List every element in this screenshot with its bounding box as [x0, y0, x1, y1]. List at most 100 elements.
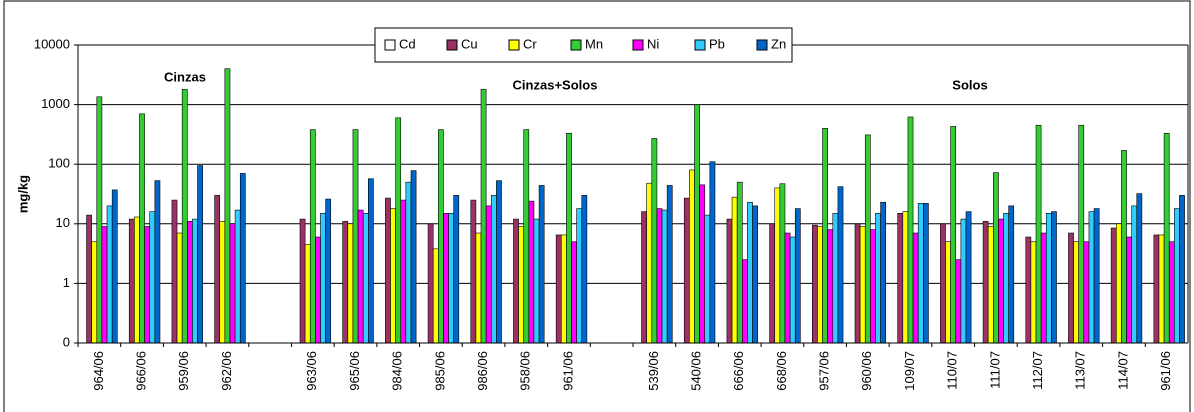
- bar: [897, 213, 904, 344]
- bar: [689, 169, 695, 344]
- bar: [646, 182, 653, 344]
- y-tick-label: 1: [63, 275, 70, 290]
- legend-box: [374, 27, 793, 63]
- bar: [731, 196, 738, 344]
- bar: [171, 199, 178, 344]
- bar: [1131, 205, 1138, 344]
- bar: [555, 234, 562, 344]
- x-tick-label: 962/06: [219, 351, 234, 391]
- bar: [395, 117, 402, 344]
- bar: [752, 205, 758, 344]
- x-tick-label: 986/06: [475, 351, 490, 391]
- x-tick-label: 109/07: [902, 351, 917, 391]
- x-tick-label: 961/06: [560, 351, 575, 391]
- bar: [832, 213, 839, 344]
- bar: [342, 221, 349, 344]
- bar: [1008, 205, 1015, 344]
- bar: [186, 221, 193, 344]
- bar: [789, 236, 796, 344]
- bar: [641, 211, 647, 344]
- bar: [309, 129, 316, 344]
- bar: [448, 213, 454, 344]
- bar: [987, 226, 994, 344]
- y-tick-label: 10: [56, 215, 70, 230]
- bar: [234, 209, 241, 344]
- legend-swatch: [632, 39, 644, 51]
- bar: [736, 181, 743, 344]
- bar: [656, 208, 663, 344]
- x-tick-label: 963/06: [304, 351, 319, 391]
- bar: [576, 208, 583, 344]
- x-tick-label: 966/06: [133, 351, 148, 391]
- bar: [480, 89, 487, 344]
- bar: [176, 232, 183, 344]
- bar: [1136, 193, 1143, 344]
- bar: [784, 232, 791, 344]
- bar: [315, 236, 321, 344]
- x-tick-label: 960/06: [859, 351, 874, 391]
- bar: [144, 226, 151, 344]
- bar: [523, 129, 530, 344]
- x-tick-label: 113/07: [1073, 351, 1088, 390]
- bar: [1045, 213, 1052, 344]
- bar: [1003, 213, 1009, 344]
- bar: [1051, 211, 1057, 344]
- bar: [239, 173, 246, 344]
- bar: [485, 205, 492, 344]
- bar: [837, 186, 844, 344]
- bar: [875, 213, 881, 344]
- bar: [1083, 241, 1090, 344]
- x-tick-label: 965/06: [347, 351, 362, 391]
- bar: [1073, 241, 1080, 344]
- chart-border: [3, 0, 1191, 412]
- bar: [1163, 132, 1170, 344]
- bar: [1121, 150, 1127, 344]
- x-tick-label: 958/06: [518, 351, 533, 391]
- x-tick-label: 984/06: [390, 351, 405, 391]
- legend-label: Cd: [399, 36, 416, 51]
- bar: [181, 89, 188, 344]
- bar: [794, 208, 801, 344]
- x-tick-label: 110/07: [945, 351, 960, 390]
- bar: [385, 197, 391, 344]
- bar: [224, 68, 231, 344]
- bar: [965, 211, 972, 344]
- y-tick-label: 10000: [34, 36, 70, 51]
- bar: [139, 113, 145, 344]
- bar: [304, 244, 311, 344]
- bar: [192, 218, 198, 344]
- bar: [1158, 234, 1165, 344]
- bar: [405, 181, 412, 344]
- bar: [1040, 232, 1047, 344]
- bar: [149, 211, 156, 344]
- bar: [496, 180, 502, 344]
- bar: [1025, 236, 1032, 344]
- annotation: Cinzas+Solos: [513, 77, 598, 92]
- bar: [96, 96, 103, 344]
- x-tick-label: 985/06: [432, 351, 447, 391]
- bar: [560, 234, 567, 344]
- bar: [950, 126, 957, 344]
- bar: [128, 218, 135, 344]
- legend-label: Cr: [523, 36, 537, 51]
- x-tick-label: 957/06: [817, 351, 832, 391]
- bar: [362, 213, 369, 344]
- bar: [817, 226, 823, 344]
- legend-swatch: [570, 39, 582, 51]
- x-tick-label: 964/06: [91, 351, 106, 391]
- bar: [864, 134, 871, 344]
- bar: [651, 138, 658, 344]
- x-tick-label: 111/07: [987, 351, 1002, 389]
- bar: [854, 223, 861, 344]
- legend-label: Zn: [771, 36, 786, 51]
- bar: [709, 161, 716, 344]
- x-tick-label: 114/07: [1115, 351, 1130, 390]
- legend-swatch: [694, 39, 706, 51]
- bar: [106, 205, 113, 344]
- bar: [475, 232, 482, 344]
- bar: [390, 208, 396, 344]
- bar: [453, 195, 460, 344]
- x-tick-label: 540/06: [688, 351, 703, 391]
- bar: [747, 201, 753, 344]
- bar: [219, 221, 226, 344]
